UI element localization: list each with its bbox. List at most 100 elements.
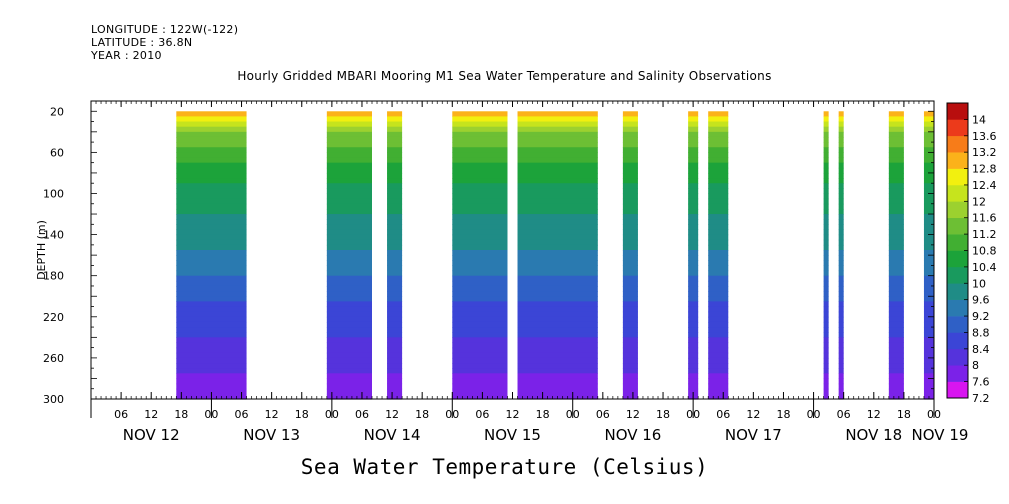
depth-cell [452, 214, 508, 220]
x-hour-tick-label: 06 [114, 408, 128, 421]
y-tick-label: 260 [43, 352, 64, 365]
depth-cell [176, 337, 247, 344]
x-hour-tick-label: 18 [656, 408, 670, 421]
depth-cell [387, 142, 403, 148]
depth-cell [923, 188, 934, 195]
depth-cell [708, 234, 729, 241]
depth-cell [888, 219, 904, 225]
depth-cell [622, 285, 638, 292]
depth-cell [517, 152, 598, 159]
depth-cell [838, 178, 844, 184]
depth-cell [923, 234, 934, 241]
depth-cell [923, 373, 934, 380]
depth-cell [708, 306, 729, 313]
depth-cell [688, 378, 699, 385]
depth-cell [622, 368, 638, 374]
depth-cell [823, 239, 829, 246]
y-axis-label: DEPTH (m) [35, 220, 48, 280]
depth-cell [176, 373, 247, 380]
depth-cell [708, 131, 729, 138]
depth-cell [838, 347, 844, 354]
depth-cell [387, 116, 403, 123]
observation-segment [923, 111, 934, 400]
depth-cell [823, 368, 829, 374]
depth-cell [176, 357, 247, 364]
depth-cell [688, 321, 699, 328]
depth-cell [176, 388, 247, 395]
depth-cell [708, 378, 729, 385]
x-hour-tick-label: 12 [626, 408, 640, 421]
depth-cell [622, 208, 638, 215]
depth-cell [326, 183, 372, 189]
depth-cell [823, 260, 829, 267]
depth-cell [387, 214, 403, 220]
depth-cell [176, 198, 247, 205]
depth-cell [688, 116, 699, 123]
depth-cell [888, 352, 904, 359]
depth-cell [326, 342, 372, 349]
depth-cell [622, 172, 638, 179]
depth-cell [517, 368, 598, 374]
depth-cell [888, 337, 904, 344]
depth-cell [517, 208, 598, 215]
depth-cell [326, 327, 372, 333]
depth-cell [823, 321, 829, 328]
depth-cell [387, 157, 403, 164]
depth-cell [838, 316, 844, 323]
depth-cell [688, 357, 699, 364]
depth-cell [688, 131, 699, 138]
depth-cell [838, 224, 844, 231]
depth-cell [517, 321, 598, 328]
depth-cell [622, 260, 638, 267]
depth-cell [176, 275, 247, 282]
depth-cell [888, 306, 904, 313]
depth-cell [888, 260, 904, 267]
observation-segment [326, 111, 372, 400]
depth-cell [326, 321, 372, 328]
depth-cell [838, 208, 844, 215]
colorbar-label: 14 [972, 113, 986, 126]
depth-cell [452, 291, 508, 297]
depth-cell [888, 383, 904, 390]
depth-cell [326, 111, 372, 118]
depth-cell [888, 203, 904, 210]
year-label: YEAR : 2010 [91, 49, 162, 62]
depth-cell [688, 172, 699, 179]
depth-cell [823, 337, 829, 344]
depth-cell [326, 280, 372, 287]
depth-cell [452, 393, 508, 400]
depth-cell [452, 162, 508, 169]
depth-cell [387, 270, 403, 277]
depth-cell [708, 136, 729, 143]
depth-cell [688, 327, 699, 333]
depth-cell [708, 203, 729, 210]
depth-cell [823, 301, 829, 308]
depth-cell [838, 383, 844, 390]
depth-cell [823, 306, 829, 313]
depth-cell [688, 219, 699, 225]
colorbar-swatch [947, 201, 968, 219]
depth-cell [923, 208, 934, 215]
depth-cell [387, 203, 403, 210]
depth-cell [838, 255, 844, 261]
depth-cell [923, 172, 934, 179]
depth-cell [517, 147, 598, 153]
depth-cell [838, 136, 844, 143]
depth-cell [387, 357, 403, 364]
depth-cell [823, 229, 829, 236]
depth-cell [708, 183, 729, 189]
depth-cell [838, 368, 844, 374]
x-day-label: NOV 19 [912, 426, 969, 444]
depth-cell [452, 183, 508, 189]
depth-cell [823, 172, 829, 179]
depth-cell [688, 126, 699, 133]
depth-cell [688, 152, 699, 159]
depth-cell [838, 183, 844, 189]
depth-cell [622, 388, 638, 395]
depth-cell [708, 162, 729, 169]
depth-cell [452, 357, 508, 364]
depth-cell [517, 265, 598, 272]
depth-cell [708, 316, 729, 323]
depth-cell [176, 126, 247, 133]
depth-cell [326, 131, 372, 138]
